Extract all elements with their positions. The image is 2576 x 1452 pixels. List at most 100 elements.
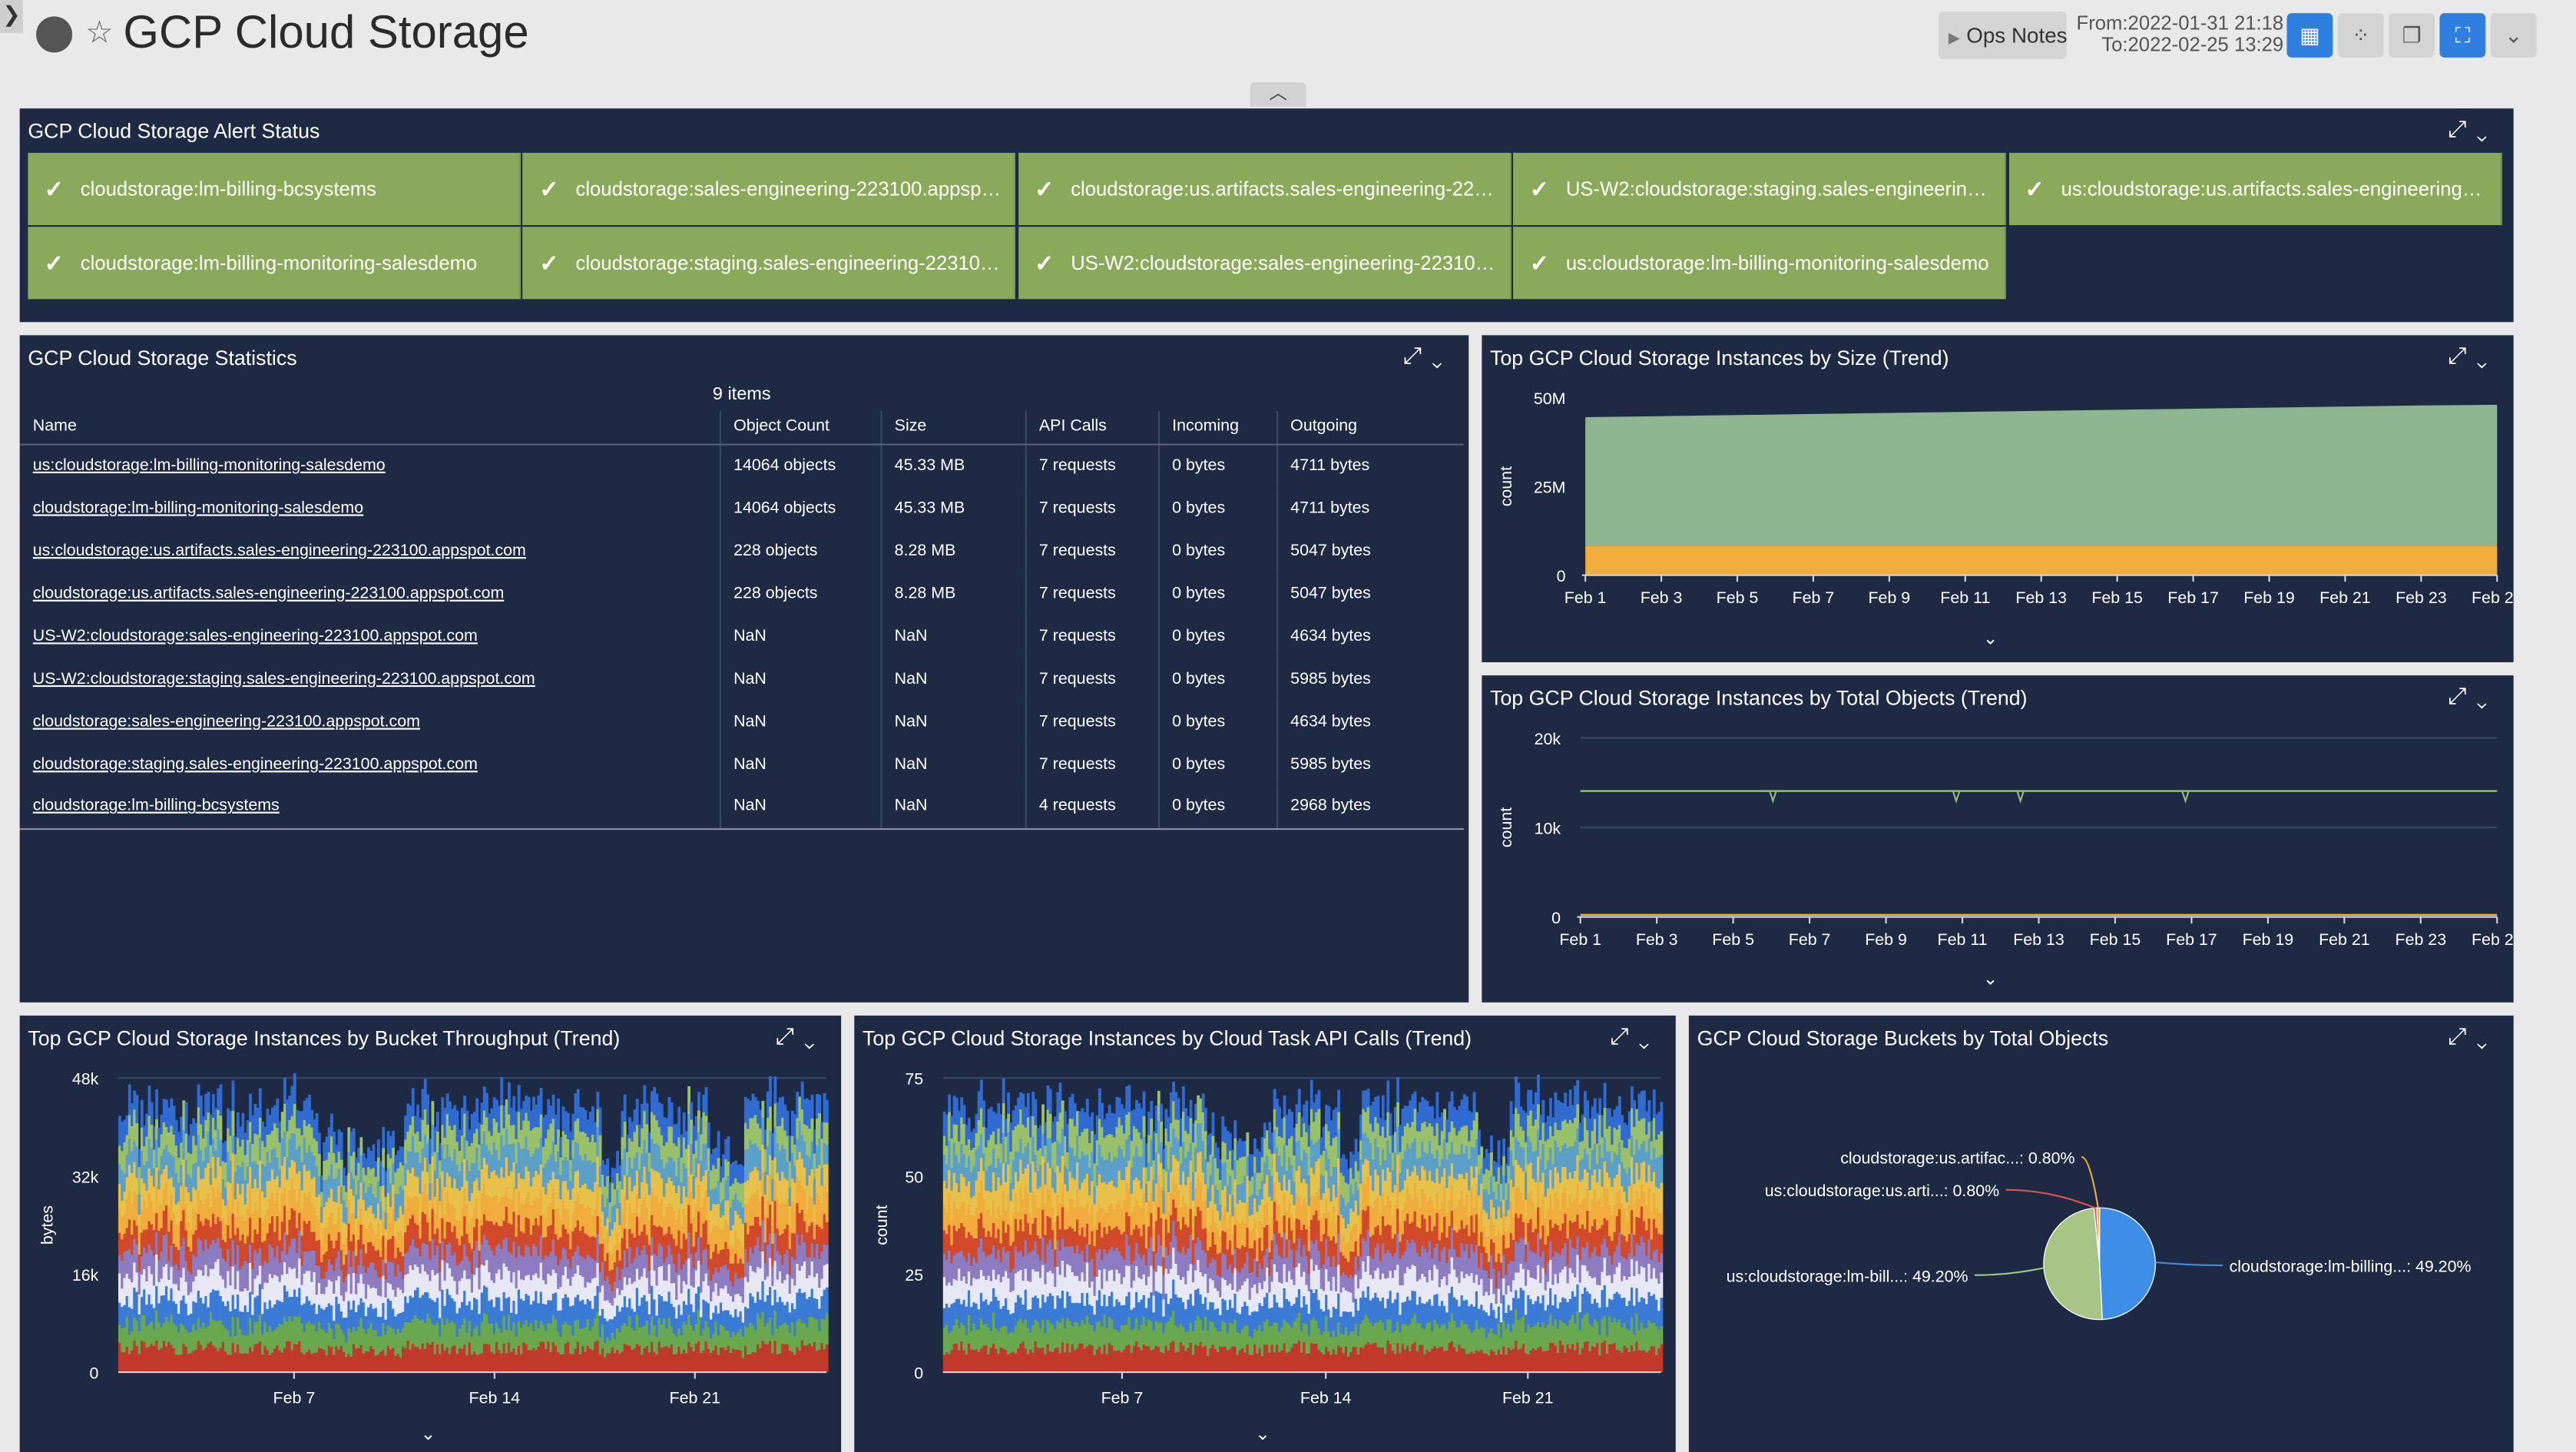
chevron-down-icon[interactable]: ⌄ (1431, 341, 1452, 369)
band-segment (653, 1195, 657, 1225)
chevron-down-icon[interactable]: ⌄ (1638, 1022, 1660, 1049)
band-segment (761, 1341, 765, 1373)
band-segment (1233, 1206, 1237, 1225)
alert-status-tile[interactable]: ✓ US-W2:cloudstorage:staging.sales-engine… (1513, 152, 2007, 226)
expand-icon[interactable]: ⤢ (776, 1022, 804, 1049)
band-segment (492, 1307, 496, 1334)
favorite-star-icon[interactable]: ☆ (85, 16, 114, 51)
band-segment (310, 1109, 314, 1128)
band-segment (170, 1125, 174, 1155)
band-segment (1152, 1131, 1156, 1161)
band-segment (204, 1094, 208, 1120)
band-segment (1021, 1093, 1025, 1125)
expand-icon[interactable]: ⤢ (2448, 114, 2477, 141)
alert-status-tile[interactable]: ✓ us:cloudstorage:us.artifacts.sales-engi… (2008, 152, 2502, 226)
instance-link[interactable]: cloudstorage:sales-engineering-223100.ap… (19, 700, 720, 743)
panel-controls[interactable]: ⤢⌄ (776, 1022, 825, 1049)
alert-status-tile[interactable]: ✓ cloudstorage:sales-engineering-223100.a… (523, 152, 1016, 226)
alert-status-tile[interactable]: ✓ cloudstorage:lm-billing-monitoring-sale… (28, 227, 521, 300)
table-cell: NaN (719, 700, 882, 743)
band-segment (229, 1266, 233, 1286)
band-segment (150, 1249, 154, 1275)
band-segment (1268, 1149, 1272, 1171)
band-segment (268, 1354, 272, 1373)
instance-link[interactable]: cloudstorage:lm-billing-monitoring-sales… (19, 486, 720, 529)
instance-link[interactable]: us:cloudstorage:us.artifacts.sales-engin… (19, 529, 720, 572)
instance-link[interactable]: cloudstorage:staging.sales-engineering-2… (19, 742, 720, 786)
alert-status-tile[interactable]: ✓ us:cloudstorage:lm-billing-monitoring-s… (1513, 227, 2007, 300)
chevron-down-icon[interactable]: ⌄ (803, 1022, 825, 1049)
band-segment (209, 1185, 213, 1208)
expand-icon[interactable]: ⤢ (1610, 1022, 1639, 1049)
band-segment (820, 1122, 824, 1139)
band-segment (443, 1215, 447, 1239)
band-segment (1066, 1152, 1070, 1169)
expand-icon[interactable]: ⤢ (2448, 681, 2477, 708)
band-segment (1243, 1246, 1247, 1264)
alert-status-tile[interactable]: ✓ cloudstorage:lm-billing-bcsystems (28, 152, 521, 226)
panel-controls[interactable]: ⤢⌄ (1611, 1022, 1660, 1049)
legend-toggle-icon[interactable]: ⌄ (1982, 629, 1998, 649)
collapse-header-button[interactable]: ︿ (1250, 81, 1306, 108)
column-header[interactable]: API Calls (1025, 410, 1160, 445)
alert-status-tile[interactable]: ✓ cloudstorage:staging.sales-engineering-… (523, 227, 1016, 300)
expand-icon[interactable]: ⤢ (2448, 341, 2477, 369)
band-segment (1266, 1155, 1269, 1175)
instance-link[interactable]: US-W2:cloudstorage:staging.sales-enginee… (19, 657, 720, 701)
column-header[interactable]: Size (880, 410, 1026, 445)
band-segment (143, 1314, 146, 1342)
legend-toggle-icon[interactable]: ⌄ (420, 1424, 436, 1445)
ops-notes-button[interactable]: ▶ Ops Notes (1939, 11, 2068, 60)
band-segment (1048, 1239, 1052, 1271)
band-segment (551, 1209, 555, 1239)
band-segment (576, 1143, 580, 1171)
legend-toggle-icon[interactable]: ⌄ (1982, 970, 1998, 990)
chevron-down-icon[interactable]: ⌄ (2476, 341, 2498, 369)
panel-controls[interactable]: ⤢⌄ (2449, 682, 2498, 710)
panel-controls[interactable]: ⤢⌄ (2449, 115, 2498, 143)
fullscreen-button[interactable]: ⛶ (2439, 13, 2486, 58)
expand-icon[interactable]: ⤢ (1403, 341, 1432, 369)
column-header[interactable]: Incoming (1157, 410, 1278, 445)
band-segment (561, 1354, 565, 1373)
band-segment (1031, 1091, 1035, 1117)
band-segment (820, 1296, 824, 1319)
band-segment (1125, 1324, 1129, 1346)
instance-link[interactable]: cloudstorage:us.artifacts.sales-engineer… (19, 572, 720, 615)
band-segment (202, 1138, 205, 1162)
column-header[interactable]: Name (19, 410, 720, 445)
band-segment (788, 1275, 792, 1295)
band-segment (1091, 1205, 1094, 1232)
band-segment (816, 1168, 819, 1194)
instance-link[interactable]: us:cloudstorage:lm-billing-monitoring-sa… (19, 443, 720, 487)
chevron-down-icon[interactable]: ⌄ (2476, 114, 2498, 141)
band-segment (1137, 1206, 1141, 1229)
band-segment (290, 1238, 294, 1269)
more-options-button[interactable]: ⁘ (2337, 13, 2384, 58)
alert-status-tile[interactable]: ✓ cloudstorage:us.artifacts.sales-enginee… (1018, 152, 1511, 226)
band-segment (404, 1164, 408, 1185)
band-segment (1256, 1261, 1260, 1278)
column-header[interactable]: Outgoing (1276, 410, 1464, 445)
dashboard-menu-button[interactable]: ⌄ (2490, 13, 2537, 58)
instance-link[interactable]: US-W2:cloudstorage:sales-engineering-223… (19, 614, 720, 658)
calendar-button[interactable]: ▦ (2286, 13, 2333, 58)
panel-controls[interactable]: ⤢⌄ (2449, 342, 2498, 370)
band-segment (559, 1137, 563, 1158)
chevron-down-icon[interactable]: ⌄ (2476, 681, 2498, 708)
band-segment (547, 1226, 551, 1257)
column-header[interactable]: Object Count (719, 410, 882, 445)
band-segment (468, 1243, 472, 1262)
band-segment (421, 1149, 425, 1172)
instance-link[interactable]: cloudstorage:lm-billing-bcsystems (19, 785, 720, 830)
band-segment (470, 1273, 474, 1293)
sidebar-toggle[interactable]: ❯ (0, 0, 23, 33)
band-segment (1290, 1249, 1294, 1280)
band-segment (818, 1227, 822, 1259)
band-segment (177, 1269, 180, 1291)
band-segment (207, 1307, 210, 1326)
clone-button[interactable]: ❐ (2389, 13, 2435, 58)
band-segment (700, 1237, 704, 1265)
panel-controls[interactable]: ⤢⌄ (1403, 342, 1452, 370)
alert-status-tile[interactable]: ✓ US-W2:cloudstorage:sales-engineering-22… (1018, 227, 1511, 300)
